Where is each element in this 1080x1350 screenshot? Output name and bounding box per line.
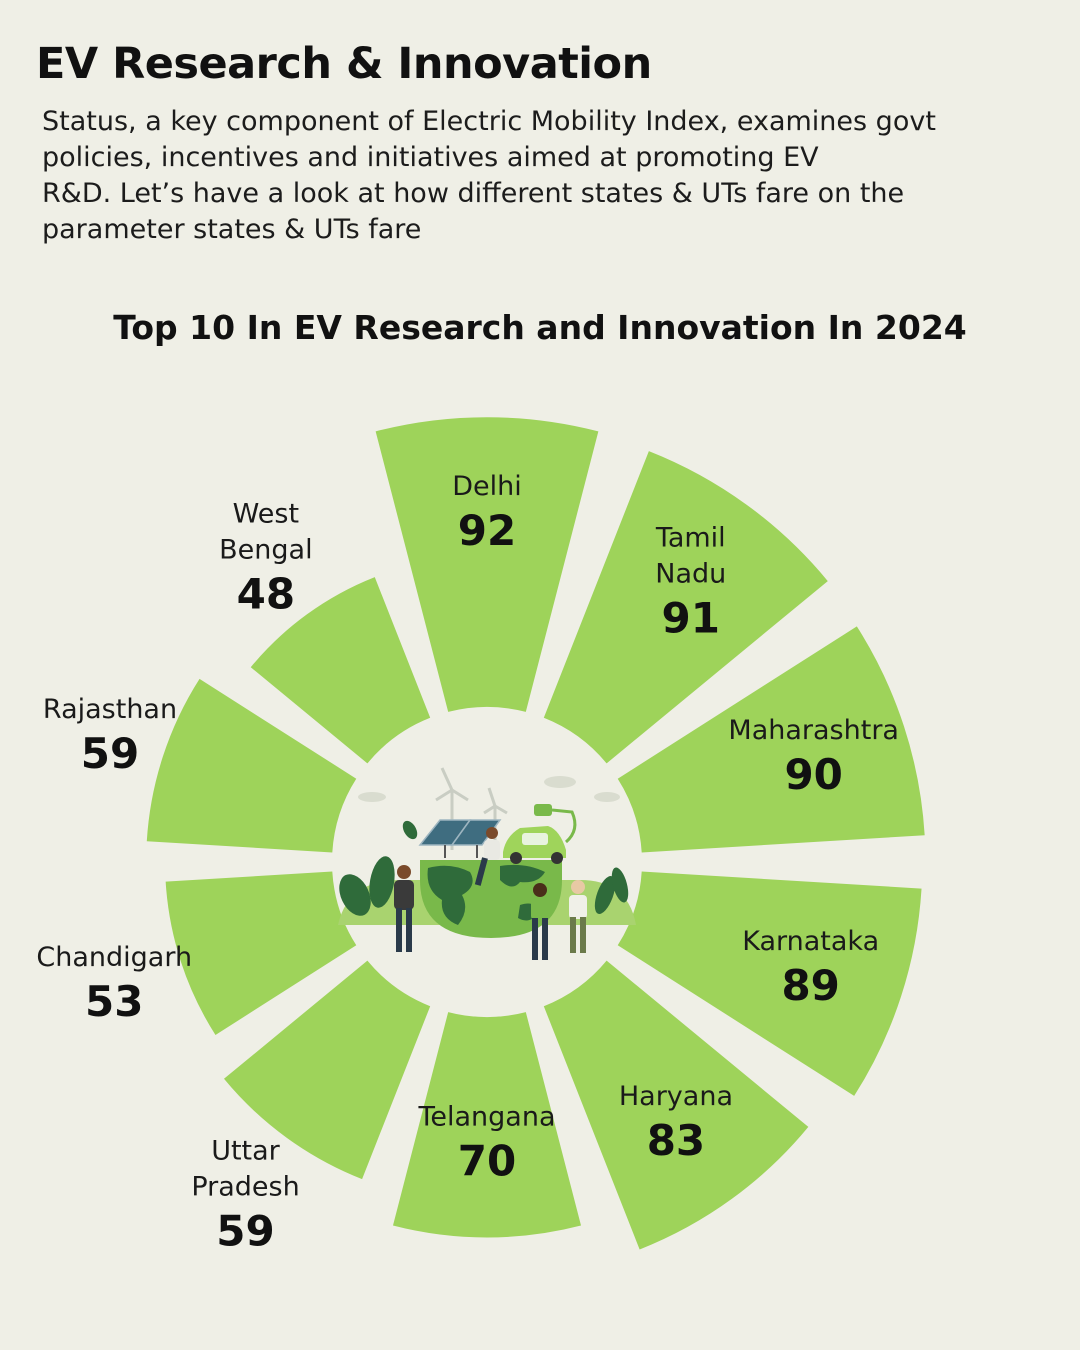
bar-delhi xyxy=(375,417,599,712)
bar-layer xyxy=(146,417,925,1250)
bar-tamil-nadu xyxy=(543,451,828,764)
category-label: Rajasthan xyxy=(43,694,177,725)
value-label: 89 xyxy=(781,961,839,1010)
category-label: Telangana xyxy=(417,1102,555,1133)
bar-maharashtra xyxy=(617,626,925,853)
category-label: Uttar xyxy=(211,1135,280,1166)
bar-west-bengal xyxy=(250,577,431,764)
chart-title: Top 10 In EV Research and Innovation In … xyxy=(113,308,967,347)
page-title: EV Research & Innovation xyxy=(36,39,652,89)
value-label: 91 xyxy=(662,594,720,643)
value-label: 59 xyxy=(81,729,139,778)
value-label: 70 xyxy=(458,1137,516,1186)
category-label: Pradesh xyxy=(191,1171,299,1202)
bar-chandigarh xyxy=(165,871,357,1035)
value-label: 53 xyxy=(85,977,143,1026)
category-label: Delhi xyxy=(452,471,522,502)
green-earth-ev-illustration xyxy=(338,767,636,960)
bar-rajasthan xyxy=(146,678,357,853)
value-label: 92 xyxy=(458,506,516,555)
category-label: Nadu xyxy=(655,559,726,590)
bar-karnataka xyxy=(617,871,922,1096)
category-label: Tamil xyxy=(655,523,726,554)
bar-haryana xyxy=(543,960,809,1250)
category-label: Karnataka xyxy=(742,926,879,957)
category-label: West xyxy=(233,499,299,530)
category-label: Bengal xyxy=(219,535,312,566)
category-label: Chandigarh xyxy=(36,942,192,973)
category-label: Maharashtra xyxy=(728,715,899,746)
label-layer: Delhi 92 Tamil Nadu 91 Maharashtra 90 Karnataka… xyxy=(36,471,899,1255)
value-label: 59 xyxy=(216,1206,274,1255)
bar-telangana xyxy=(392,1012,582,1238)
value-label: 83 xyxy=(647,1116,705,1165)
value-label: 48 xyxy=(237,570,295,619)
value-label: 90 xyxy=(784,750,842,799)
bar-uttar-pradesh xyxy=(223,960,431,1180)
page-subtitle: Status, a key component of Electric Mobi… xyxy=(42,106,936,245)
category-label: Haryana xyxy=(619,1081,733,1112)
